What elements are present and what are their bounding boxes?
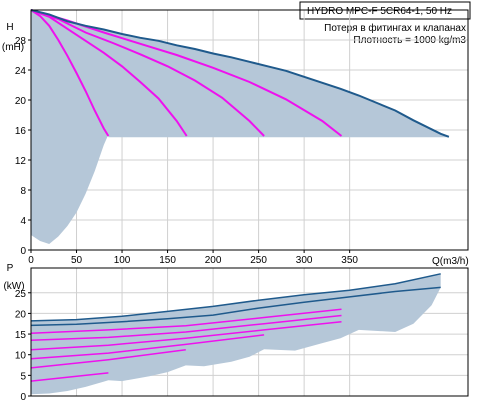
power-curve-3 bbox=[30, 320, 342, 351]
power-curve-6 bbox=[30, 372, 109, 382]
bottom-y-tick-label: 0 bbox=[20, 392, 26, 400]
x-tick-label: 300 bbox=[296, 255, 313, 266]
x-tick-label: 50 bbox=[71, 255, 83, 266]
bottom-plot-frame bbox=[30, 267, 469, 397]
top-y-tick-label: 4 bbox=[20, 216, 26, 227]
power-curve-1 bbox=[30, 308, 342, 334]
x-tick-label: 200 bbox=[205, 255, 222, 266]
top-operating-area bbox=[31, 10, 449, 244]
top-y-tick-label: 0 bbox=[20, 246, 26, 257]
x-tick-label: 100 bbox=[114, 255, 131, 266]
bottom-y-tick-label: 20 bbox=[15, 309, 27, 320]
top-y-tick-label: 28 bbox=[15, 36, 27, 47]
head-curve-1 bbox=[30, 9, 110, 137]
head-curve-3 bbox=[30, 9, 265, 137]
x-tick-label: 150 bbox=[159, 255, 176, 266]
info-box: HYDRO MPC-F 5CR64-1, 50 Hz Потеря в фити… bbox=[299, 1, 471, 46]
bottom-y-tick-label: 25 bbox=[15, 289, 27, 300]
head-envelope-line bbox=[30, 9, 450, 138]
top-y-axis-label: H bbox=[6, 22, 13, 33]
top-y-tick-label: 12 bbox=[15, 156, 27, 167]
power-envelope-2 bbox=[30, 286, 441, 327]
power-curve-4 bbox=[30, 334, 265, 360]
bottom-y-tick-label: 10 bbox=[15, 351, 27, 362]
x-tick-label: 250 bbox=[250, 255, 267, 266]
bottom-y-tick-label: 5 bbox=[20, 371, 26, 382]
power-curve-2 bbox=[30, 314, 342, 342]
top-y-tick-label: 16 bbox=[15, 126, 27, 137]
head-plot: 0 4 8 12 16 20 24 28 0 50 100 150 200 250 300 350 bbox=[15, 9, 469, 266]
power-envelope-1 bbox=[30, 273, 441, 322]
bottom-y-axis-label: P bbox=[7, 263, 14, 274]
x-tick-label: 0 bbox=[28, 255, 34, 266]
top-y-tick-label: 24 bbox=[15, 66, 27, 77]
x-tick-label: 350 bbox=[341, 255, 358, 266]
top-y-axis-unit: (mH) bbox=[2, 42, 24, 53]
bottom-y-axis-unit: (kW) bbox=[3, 281, 24, 292]
power-plot: 0 5 10 15 20 25 bbox=[15, 267, 469, 400]
info-note-losses: Потеря в фитингах и клапанах bbox=[324, 22, 466, 34]
info-pump-title: HYDRO MPC-F 5CR64-1, 50 Hz bbox=[307, 6, 452, 17]
top-y-tick-label: 20 bbox=[15, 96, 27, 107]
top-y-tick-label: 8 bbox=[20, 186, 26, 197]
power-curve-5 bbox=[30, 349, 186, 369]
bottom-operating-area bbox=[31, 273, 441, 395]
bottom-y-tick-label: 15 bbox=[15, 330, 27, 341]
x-axis-label: Q(m3/h) bbox=[432, 256, 469, 267]
head-curve-2 bbox=[30, 9, 188, 137]
